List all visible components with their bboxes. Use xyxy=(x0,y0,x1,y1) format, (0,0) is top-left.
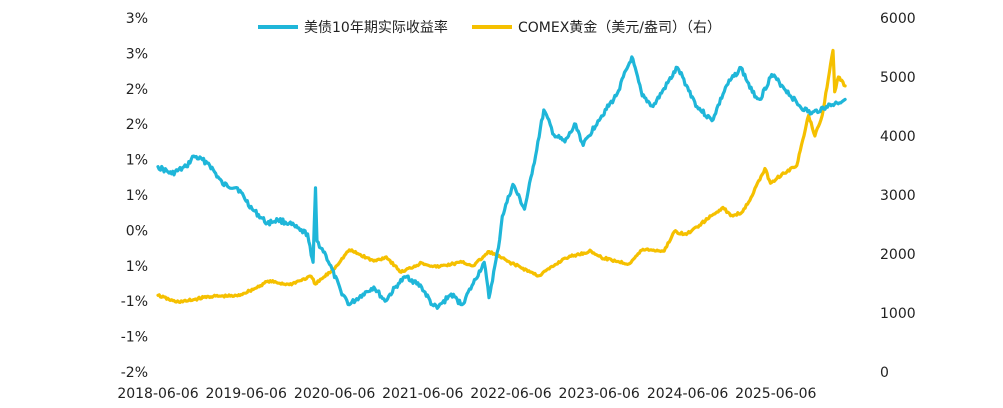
y-right-tick-labels: 0 1000 2000 3000 4000 5000 6000 xyxy=(880,11,916,381)
y-right-tick-label: 1000 xyxy=(880,306,916,322)
series-layer xyxy=(156,48,847,310)
x-tick-label: 2023-06-06 xyxy=(558,386,639,402)
y-right-tick-label: 6000 xyxy=(880,11,916,27)
legend-label-gold: COMEX黄金（美元/盎司）（右） xyxy=(518,19,721,36)
x-tick-label: 2022-06-06 xyxy=(470,386,551,402)
y-left-tick-label: 0% xyxy=(126,223,148,239)
x-tick-label: 2020-06-06 xyxy=(294,386,375,402)
y-right-tick-label: 5000 xyxy=(880,70,916,86)
y-right-tick-label: 2000 xyxy=(880,247,916,263)
x-tick-label: 2019-06-06 xyxy=(205,386,286,402)
y-left-tick-label: 1% xyxy=(126,188,148,204)
y-left-tick-label: 1% xyxy=(126,153,148,169)
legend-label-real-yield: 美债10年期实际收益率 xyxy=(304,19,448,36)
x-tick-label: 2025-06-06 xyxy=(735,386,816,402)
y-right-tick-label: 3000 xyxy=(880,188,916,204)
y-left-tick-labels: -2% -1% -1% 1% 0% 1% 1% 2% 2% 3% 3% xyxy=(121,11,148,381)
x-tick-label: 2024-06-06 xyxy=(647,386,728,402)
y-left-tick-label: 3% xyxy=(126,11,148,27)
y-left-tick-label: -2% xyxy=(121,365,148,381)
y-left-tick-label: 3% xyxy=(126,46,148,62)
legend: 美债10年期实际收益率 COMEX黄金（美元/盎司）（右） xyxy=(258,19,721,36)
y-left-tick-label: -1% xyxy=(121,330,148,346)
x-tick-label: 2018-06-06 xyxy=(117,386,198,402)
y-right-tick-label: 4000 xyxy=(880,129,916,145)
series-line-real-yield xyxy=(156,55,847,310)
y-left-tick-label: 1% xyxy=(126,259,148,275)
y-left-tick-label: -1% xyxy=(121,294,148,310)
y-left-tick-label: 2% xyxy=(126,117,148,133)
x-tick-label: 2021-06-06 xyxy=(382,386,463,402)
x-tick-labels: 2018-06-06 2019-06-06 2020-06-06 2021-06-06… xyxy=(117,386,816,402)
y-left-tick-label: 2% xyxy=(126,82,148,98)
y-right-tick-label: 0 xyxy=(880,365,889,381)
series-line-gold xyxy=(156,48,847,304)
